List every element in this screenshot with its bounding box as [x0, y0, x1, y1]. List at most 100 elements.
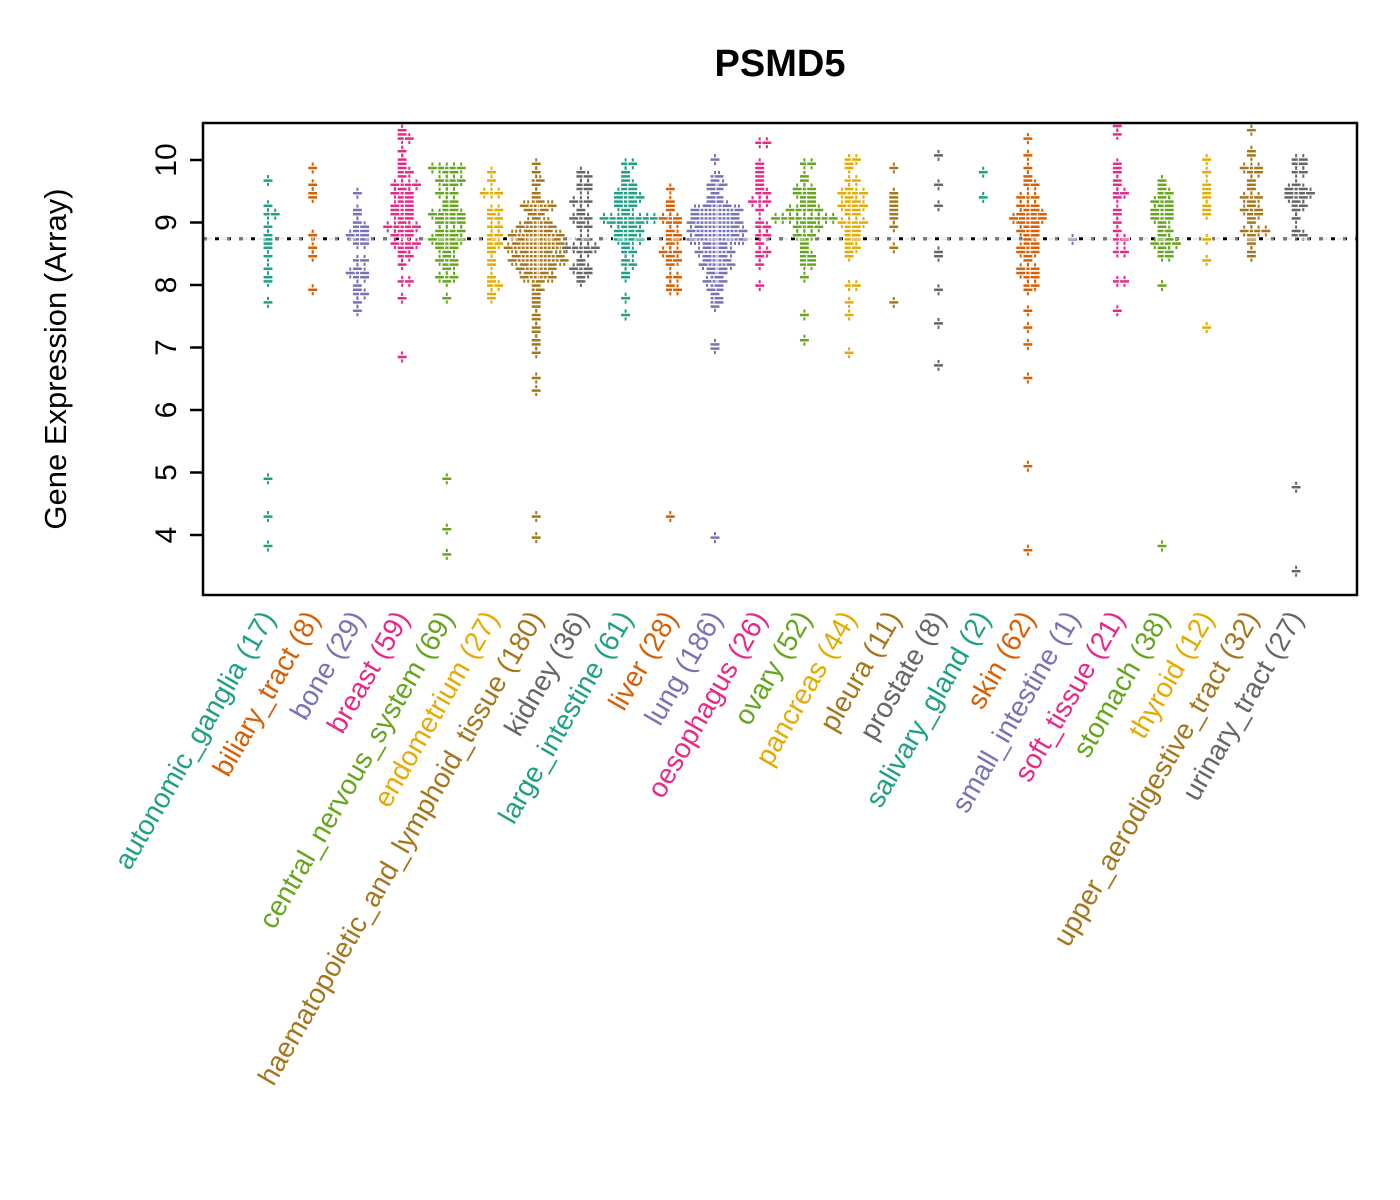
data-point — [932, 363, 945, 368]
data-point — [1022, 258, 1034, 263]
data-point — [344, 232, 356, 238]
data-point — [448, 199, 460, 204]
data-point — [1007, 216, 1020, 221]
data-point — [620, 211, 632, 217]
data-point — [1283, 195, 1295, 200]
data-point — [359, 274, 371, 280]
data-point — [1149, 241, 1161, 246]
data-point — [307, 190, 319, 196]
data-point — [612, 190, 624, 196]
data-point — [843, 165, 855, 171]
data-point — [850, 207, 862, 213]
data-point — [664, 253, 676, 259]
data-point — [701, 203, 713, 209]
data-point — [1245, 253, 1257, 259]
data-point — [627, 199, 639, 204]
data-point — [1029, 266, 1041, 272]
data-point — [441, 253, 453, 259]
data-point — [806, 262, 818, 267]
data-point — [262, 543, 274, 549]
data-point — [1201, 325, 1213, 330]
data-point — [709, 291, 721, 297]
data-point — [262, 300, 274, 305]
data-point — [403, 253, 415, 259]
data-point — [671, 232, 684, 238]
data-point — [713, 283, 725, 288]
data-point — [1201, 186, 1213, 192]
data-point — [530, 375, 542, 381]
data-point — [701, 279, 713, 284]
data-point — [798, 178, 810, 183]
data-point — [403, 199, 415, 204]
data-point — [410, 224, 423, 230]
data-point — [798, 174, 810, 179]
data-point — [1163, 216, 1175, 221]
data-point — [262, 514, 274, 519]
data-point — [448, 232, 460, 238]
data-point — [850, 232, 862, 238]
data-point — [575, 220, 587, 225]
data-point — [1260, 228, 1272, 234]
data-point — [434, 190, 446, 196]
data-point — [725, 262, 737, 267]
data-point — [754, 182, 766, 188]
data-point — [857, 220, 870, 225]
swarm-kidney — [560, 166, 601, 287]
data-point — [717, 266, 729, 272]
data-point — [1245, 249, 1257, 255]
data-point — [1245, 153, 1257, 158]
data-point — [850, 224, 862, 230]
data-point — [612, 199, 624, 204]
data-point — [434, 178, 446, 183]
plot-border — [201, 121, 1359, 597]
data-point — [1156, 245, 1168, 251]
data-point — [1201, 258, 1213, 263]
data-point — [1156, 543, 1168, 549]
data-point — [403, 216, 415, 221]
data-point — [932, 203, 945, 209]
data-point — [701, 258, 713, 263]
data-point — [685, 228, 697, 234]
data-point — [1015, 195, 1027, 200]
data-point — [485, 262, 498, 267]
data-point — [620, 178, 632, 183]
data-point — [717, 279, 729, 284]
data-point — [705, 195, 717, 200]
data-point — [1118, 249, 1131, 255]
data-point — [709, 157, 721, 162]
data-point — [932, 153, 945, 158]
data-point — [721, 203, 733, 209]
data-point — [1015, 266, 1027, 272]
data-point — [1022, 153, 1034, 158]
data-point — [389, 232, 401, 238]
data-point — [1201, 157, 1213, 162]
data-point — [1029, 195, 1041, 200]
data-point — [709, 535, 721, 540]
data-point — [518, 262, 530, 267]
data-point — [1029, 220, 1041, 225]
data-point — [403, 195, 415, 200]
y-axis-title: Gene Expression (Array) — [38, 188, 73, 529]
data-point — [1022, 253, 1034, 259]
data-point — [888, 207, 900, 213]
data-point — [932, 253, 945, 259]
data-point — [1015, 228, 1027, 234]
data-point — [1245, 199, 1257, 204]
data-point — [1201, 207, 1213, 213]
data-point — [612, 228, 624, 234]
data-point — [693, 232, 705, 238]
data-point — [575, 258, 587, 263]
data-point — [389, 182, 401, 188]
data-point — [932, 287, 945, 293]
data-point — [1290, 199, 1302, 204]
data-point — [493, 190, 505, 196]
data-point — [717, 270, 729, 276]
data-point — [733, 207, 745, 213]
data-point — [455, 216, 467, 221]
data-point — [506, 232, 518, 238]
data-point — [754, 207, 766, 213]
data-point — [522, 270, 534, 276]
data-point — [888, 224, 900, 230]
data-point — [582, 266, 594, 272]
data-point — [359, 232, 371, 238]
